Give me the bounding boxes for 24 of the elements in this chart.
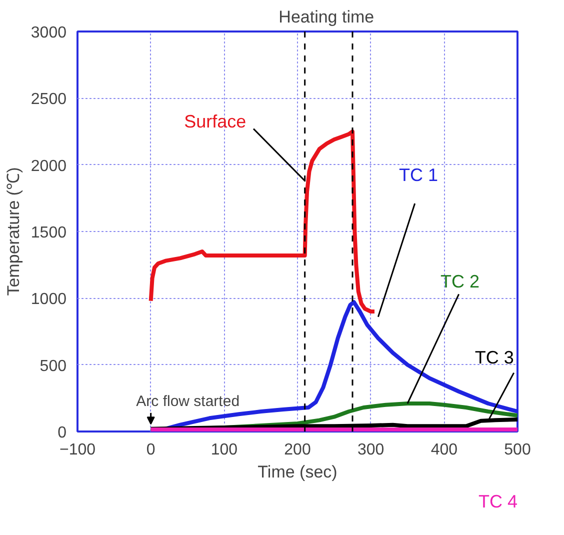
line-series — [148, 130, 376, 314]
text: Surface — [184, 112, 246, 132]
x-axis-title: Time (sec) — [258, 462, 338, 482]
y-tick-label: 2000 — [30, 158, 67, 175]
x-tick-label: 300 — [357, 442, 384, 458]
x-tick-label: 400 — [430, 442, 458, 458]
x-tick-label: 200 — [284, 442, 311, 458]
y-tick-label: 500 — [40, 358, 67, 375]
y-tick-label: 0 — [58, 424, 67, 442]
x-tick-label: 0 — [146, 442, 156, 458]
x-tick-label: 100 — [210, 442, 238, 458]
annotation: Arc flow started — [136, 393, 240, 410]
x-tick-label: −100 — [59, 442, 96, 458]
text: Heating time — [278, 8, 374, 26]
x-tick-label: 500 — [504, 442, 531, 458]
y-tick-label: 1000 — [30, 291, 67, 308]
text: TC 1 — [398, 164, 438, 185]
y-tick-label: 3000 — [30, 24, 67, 42]
y-tick-label: 1500 — [30, 224, 67, 242]
y-tick-label: 2500 — [30, 91, 67, 108]
text: TC 2 — [440, 272, 480, 292]
text: TC 4 — [478, 492, 518, 512]
text: TC 3 — [474, 348, 514, 368]
y-axis-title: Temperature (℃) — [4, 167, 23, 296]
